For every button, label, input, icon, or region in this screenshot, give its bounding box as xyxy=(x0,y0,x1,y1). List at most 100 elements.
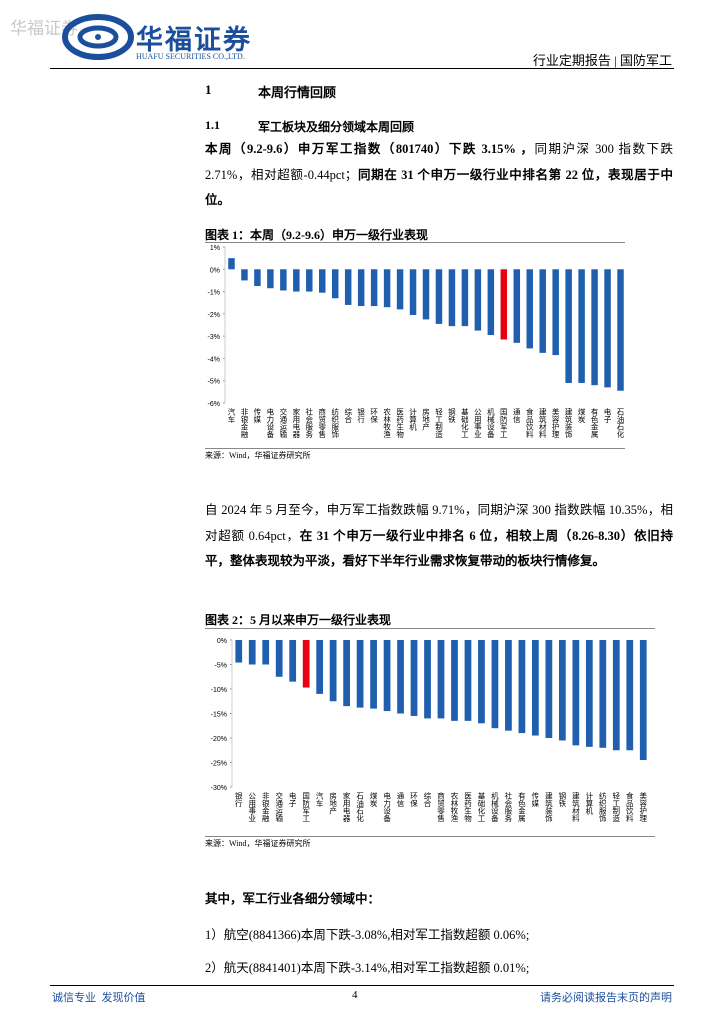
text-run: 其中，军工行业各细分领域中： xyxy=(205,892,381,906)
bar xyxy=(293,269,300,292)
x-tick-label: 电子 xyxy=(288,791,297,808)
bar xyxy=(235,640,243,663)
bar xyxy=(572,640,580,746)
text-run: 自 2024 年 5 月至今，申万军工指数跌幅 9.71%，同期沪深 300 指… xyxy=(205,503,673,543)
y-tick-label: 1% xyxy=(210,245,220,252)
x-tick-label: 银行 xyxy=(356,408,365,425)
bar xyxy=(397,640,404,714)
x-tick-label: 医药生物 xyxy=(463,792,472,824)
x-tick-label: 美容护理 xyxy=(551,407,560,439)
y-tick-label: -2% xyxy=(208,312,220,319)
x-tick-label: 商贸零售 xyxy=(318,407,327,440)
x-tick-label: 钢铁 xyxy=(447,407,456,425)
text-run: 同期沪深 300 指数下跌 2.71%，相对超额-0.44pct； xyxy=(205,142,673,182)
bar xyxy=(526,269,533,349)
x-tick-label: 房地产 xyxy=(421,407,430,432)
header-rule xyxy=(50,68,674,69)
chart-title: 图表 1：本周（9.2-9.6）申万一级行业表现 xyxy=(205,228,428,242)
bar xyxy=(612,640,620,751)
x-tick-label: 建筑装饰 xyxy=(544,791,553,824)
bar xyxy=(448,269,456,327)
chart-source: 来源：Wind，华福证券研究所 xyxy=(205,451,311,460)
bar xyxy=(474,269,482,331)
bar xyxy=(396,269,404,310)
x-tick-label: 基础化工 xyxy=(460,407,469,439)
x-tick-label: 有色金属 xyxy=(517,791,526,824)
bar xyxy=(599,640,607,748)
chart-rule xyxy=(205,242,625,243)
bar xyxy=(513,269,521,343)
x-tick-label: 银行 xyxy=(234,792,243,809)
x-tick-label: 食品饮料 xyxy=(625,791,634,824)
company-en: HUAFU SECURITIES CO.,LTD. xyxy=(136,52,245,61)
bar xyxy=(331,269,339,299)
y-tick-label: -4% xyxy=(208,356,220,363)
footer-right: 请务必阅读报告末页的声明 xyxy=(540,992,672,1004)
bar xyxy=(591,269,598,386)
subsection-title: 军工板块及细分领域本周回顾 xyxy=(258,120,415,134)
y-tick-label: 0% xyxy=(210,267,220,274)
x-tick-label: 建筑装饰 xyxy=(564,407,573,440)
bar xyxy=(357,269,365,307)
x-tick-label: 美容护理 xyxy=(639,791,648,823)
x-tick-label: 公用事业 xyxy=(473,408,482,438)
bar xyxy=(248,640,256,665)
x-tick-label: 非银金融 xyxy=(240,407,249,440)
x-tick-label: 轻工制造 xyxy=(434,407,443,440)
x-tick-label: 计算机 xyxy=(408,407,417,432)
subsection-number: 1.1 xyxy=(205,118,220,132)
bar xyxy=(306,269,313,292)
text-run: 本周（9.2-9.6）申万军工指数（801740）下跌 3.15% ， xyxy=(205,142,535,156)
bar xyxy=(532,640,539,736)
y-tick-label: -30% xyxy=(211,785,227,792)
chart-source: 来源：Wind，华福证券研究所 xyxy=(205,839,311,848)
text-run: 同期在 31 个申万一级行业中排名第 22 位，表现居于中位。 xyxy=(205,167,673,208)
bar xyxy=(435,269,443,324)
y-tick-label: -20% xyxy=(211,736,227,743)
section-title: 本周行情回顾 xyxy=(258,85,337,100)
y-tick-label: -5% xyxy=(208,379,220,386)
chart-rule xyxy=(205,836,655,837)
y-tick-label: 0% xyxy=(217,638,227,645)
bar xyxy=(316,640,324,694)
bar xyxy=(275,640,283,677)
x-tick-label: 轻工制造 xyxy=(612,791,621,824)
x-tick-label: 社会服务 xyxy=(504,791,513,824)
paragraph: 本周（9.2-9.6）申万军工指数（801740）下跌 3.15% ，同期沪深 … xyxy=(205,137,673,214)
report-type: 行业定期报告 | 国防军工 xyxy=(532,53,672,68)
logo xyxy=(62,14,134,60)
bar xyxy=(437,640,445,719)
x-tick-label: 综合 xyxy=(423,791,432,809)
x-tick-label: 基础化工 xyxy=(477,791,486,823)
bar xyxy=(228,258,235,270)
x-tick-label: 煤炭 xyxy=(577,407,586,425)
bar xyxy=(626,640,634,751)
x-tick-label: 建筑材料 xyxy=(538,407,547,440)
x-tick-label: 电力设备 xyxy=(266,407,275,440)
bar xyxy=(585,640,593,747)
paragraph: 自 2024 年 5 月至今，申万军工指数跌幅 9.71%，同期沪深 300 指… xyxy=(205,498,673,575)
x-tick-label: 环保 xyxy=(369,408,378,425)
bar xyxy=(478,640,485,724)
x-tick-label: 纺织服饰 xyxy=(330,407,339,440)
bar xyxy=(383,269,391,308)
bar xyxy=(491,640,499,729)
bar xyxy=(370,640,377,709)
bar xyxy=(500,269,508,340)
bar xyxy=(545,640,553,738)
bar xyxy=(319,269,326,293)
bar xyxy=(505,640,512,731)
x-tick-label: 传媒 xyxy=(531,791,540,809)
x-tick-label: 汽车 xyxy=(315,791,324,809)
page-number: 4 xyxy=(352,989,358,1001)
x-tick-label: 国防军工 xyxy=(499,408,508,439)
x-tick-label: 交通运输 xyxy=(274,791,283,824)
x-tick-label: 非银金融 xyxy=(261,791,270,824)
bar xyxy=(565,269,572,383)
x-tick-label: 通信 xyxy=(512,407,521,425)
bar xyxy=(262,640,270,665)
bar xyxy=(464,640,472,721)
y-tick-label: -3% xyxy=(208,334,220,341)
x-tick-label: 汽车 xyxy=(227,407,236,425)
